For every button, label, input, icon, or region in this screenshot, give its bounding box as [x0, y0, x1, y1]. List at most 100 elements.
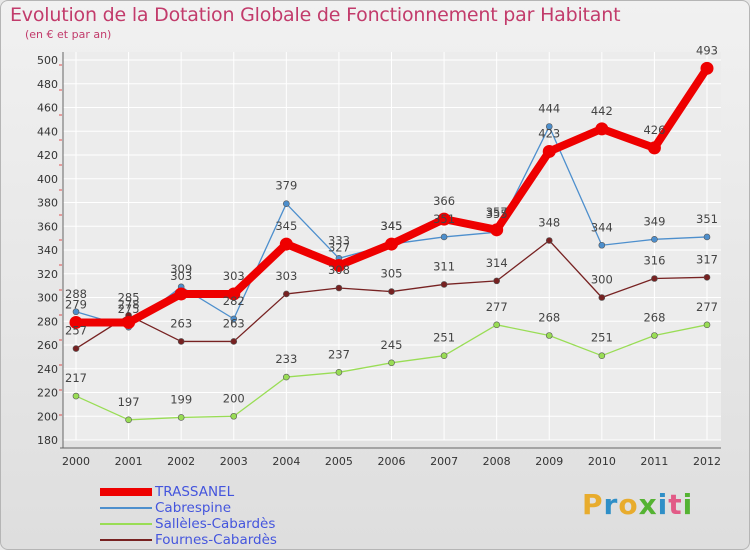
data-label: 277: [696, 300, 718, 314]
data-point: [545, 237, 553, 244]
logo-letter: o: [618, 488, 639, 521]
data-label: 263: [170, 316, 192, 330]
data-label: 351: [696, 212, 718, 226]
data-label: 308: [328, 263, 350, 277]
data-label: 303: [170, 269, 192, 283]
data-label: 268: [643, 311, 665, 325]
data-point: [72, 308, 80, 316]
proxiti-logo: Proxiti: [582, 488, 693, 521]
data-point: [279, 237, 293, 251]
data-point: [598, 294, 606, 301]
data-label: 237: [328, 347, 350, 361]
data-label: 282: [223, 294, 245, 308]
data-label: 348: [538, 216, 560, 230]
data-label: 345: [381, 219, 403, 233]
data-label: 327: [328, 240, 350, 254]
data-label: 349: [643, 214, 665, 228]
data-point: [651, 275, 658, 282]
data-point: [125, 416, 132, 424]
y-tick-label: 180: [37, 434, 58, 447]
y-tick-label: 240: [37, 363, 58, 376]
data-point: [437, 212, 451, 226]
y-tick-label: 300: [37, 292, 58, 305]
y-tick-label: 360: [37, 220, 58, 233]
data-point: [651, 236, 658, 243]
data-label: 199: [170, 392, 192, 406]
data-label: 357: [486, 205, 508, 219]
data-label: 251: [433, 331, 455, 345]
data-point: [440, 281, 448, 288]
x-tick-label: 2009: [535, 455, 563, 468]
data-label: 263: [223, 316, 245, 330]
data-label: 355: [486, 207, 508, 221]
data-label: 200: [223, 391, 245, 405]
data-label: 314: [486, 256, 508, 270]
y-tick-label: 460: [37, 102, 58, 115]
data-point: [332, 258, 346, 272]
logo-letter: r: [603, 488, 619, 521]
data-label: 309: [170, 262, 192, 276]
data-label: 444: [538, 102, 560, 116]
data-point: [598, 352, 606, 359]
x-tick-label: 2010: [588, 455, 616, 468]
data-point: [72, 345, 80, 352]
data-point: [651, 332, 658, 339]
data-label: 305: [381, 267, 403, 281]
y-tick-label: 200: [37, 410, 58, 423]
data-point: [230, 412, 238, 420]
data-point: [283, 200, 290, 207]
data-point: [72, 392, 80, 400]
legend-label: TRASSANEL: [155, 484, 235, 500]
data-label: 442: [591, 104, 613, 118]
data-label: 233: [275, 352, 297, 366]
data-label: 351: [433, 212, 455, 226]
data-label: 277: [486, 300, 508, 314]
data-label: 344: [591, 220, 613, 234]
data-label: 278: [118, 297, 140, 311]
data-point: [283, 290, 290, 298]
data-label: 379: [275, 179, 297, 193]
data-label: 300: [591, 273, 613, 287]
x-tick-label: 2008: [483, 455, 511, 468]
data-label: 303: [275, 269, 297, 283]
data-label: 279: [65, 297, 87, 311]
data-point: [69, 315, 83, 329]
data-point: [177, 414, 185, 421]
data-point: [703, 321, 711, 329]
y-tick-label: 480: [37, 78, 58, 91]
logo-letter: x: [638, 488, 658, 521]
data-point: [335, 284, 343, 292]
data-point: [174, 287, 188, 301]
y-tick-label: 280: [37, 315, 58, 328]
x-tick-label: 2004: [272, 455, 300, 468]
x-tick-label: 2005: [325, 455, 353, 468]
x-tick-label: 2007: [430, 455, 458, 468]
data-point: [335, 369, 343, 376]
data-point: [230, 338, 238, 345]
data-label: 423: [538, 126, 560, 140]
x-tick-label: 2003: [220, 455, 248, 468]
legend-label: Sallèles-Cabardès: [155, 516, 276, 532]
data-point: [545, 332, 553, 339]
data-label: 316: [643, 254, 665, 268]
data-point: [493, 277, 500, 285]
data-label: 197: [118, 395, 140, 409]
legend-swatch: [100, 523, 152, 525]
legend-swatch: [100, 507, 152, 509]
data-label: 303: [223, 269, 245, 283]
data-point: [230, 315, 238, 323]
x-tick-label: 2011: [640, 455, 668, 468]
chart-title: Evolution de la Dotation Globale de Fonc…: [10, 4, 621, 26]
legend-label: Cabrespine: [155, 500, 232, 516]
y-tick-label: 320: [37, 268, 58, 281]
data-point: [545, 123, 553, 130]
data-label: 333: [328, 233, 350, 247]
data-point: [493, 321, 500, 329]
data-label: 366: [433, 194, 455, 208]
x-tick-label: 2012: [693, 455, 721, 468]
y-tick-label: 340: [37, 244, 58, 257]
data-label: 345: [275, 219, 297, 233]
data-point: [542, 144, 556, 158]
data-label: 251: [591, 331, 613, 345]
